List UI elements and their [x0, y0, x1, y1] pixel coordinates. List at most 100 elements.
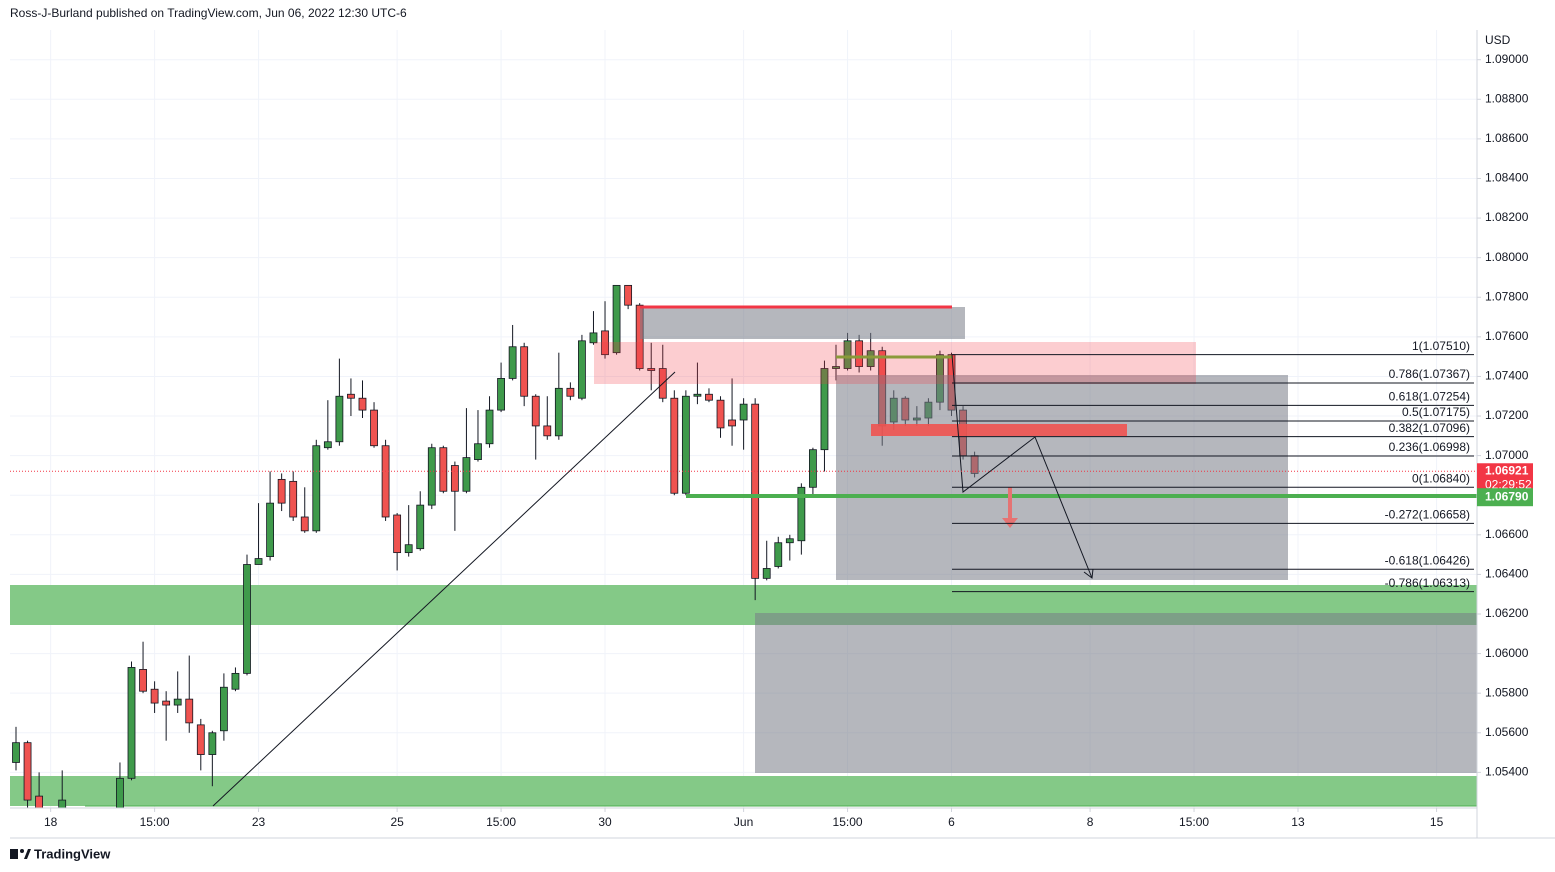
candle-body	[370, 409, 378, 447]
fib-label: -0.272(1.06658)	[1385, 507, 1470, 521]
fib-label: 0.382(1.07096)	[1389, 421, 1470, 435]
x-tick-label: 18	[44, 815, 58, 829]
candle-body	[393, 514, 402, 554]
x-tick-label: 25	[390, 815, 404, 829]
candle-body	[277, 478, 286, 504]
candle-body	[497, 378, 505, 411]
candle-body	[427, 447, 436, 506]
candle-body	[312, 445, 321, 532]
candle-body	[705, 393, 713, 401]
candle-body	[647, 368, 656, 371]
x-tick-label: Jun	[734, 815, 753, 829]
candle-body	[728, 419, 736, 427]
currency-label: USD	[1485, 33, 1511, 47]
candle-body	[832, 366, 840, 369]
candle-body	[358, 397, 367, 411]
candle-body	[162, 700, 171, 706]
candle-body	[520, 346, 529, 397]
candle-body	[739, 403, 748, 421]
candle-body	[578, 340, 586, 399]
y-tick-label: 1.07200	[1485, 408, 1529, 422]
candle-body	[381, 445, 390, 518]
price-tag-label: 1.06921	[1485, 463, 1529, 477]
candle-body	[139, 669, 147, 692]
candle-body	[554, 387, 563, 437]
y-tick-label: 1.06600	[1485, 527, 1529, 541]
fib-label: -0.786(1.06313)	[1385, 576, 1470, 590]
fib-label: 0(1.06840)	[1412, 471, 1470, 485]
candles	[12, 284, 979, 808]
candle-body	[785, 538, 794, 544]
candle-body	[173, 698, 182, 706]
y-tick-label: 1.08600	[1485, 131, 1529, 145]
candle-body	[474, 443, 482, 460]
overlays	[212, 305, 1477, 807]
candle-body	[150, 688, 159, 704]
projection-path	[951, 354, 1093, 579]
candle-body	[35, 795, 44, 808]
y-tick-label: 1.06000	[1485, 646, 1529, 660]
logo-part	[10, 849, 18, 859]
axes: 1.09000 1.08800 1.08600 1.08400 1.08200 1.080…	[44, 52, 1533, 829]
y-tick-label: 1.07000	[1485, 448, 1529, 462]
candle-body	[612, 284, 621, 354]
trend-line	[212, 371, 676, 807]
candle-body	[347, 393, 355, 399]
x-tick-label: 8	[1087, 815, 1094, 829]
candle-body	[58, 799, 67, 808]
resistance-zone	[594, 342, 1196, 384]
candle-body	[289, 480, 298, 518]
y-tick-label: 1.05600	[1485, 725, 1529, 739]
y-tick-label: 1.08400	[1485, 171, 1529, 185]
x-tick-label: 15:00	[833, 815, 863, 829]
x-tick-label: 15:00	[1179, 815, 1209, 829]
candle-body	[774, 542, 783, 567]
range-box	[640, 307, 965, 339]
candle-body	[196, 724, 205, 755]
candle-body	[843, 340, 852, 369]
candle-body	[266, 502, 274, 557]
logo-part	[24, 849, 31, 859]
candle-body	[254, 558, 263, 565]
x-tick-label: 13	[1291, 815, 1305, 829]
candle-body	[820, 368, 829, 451]
y-tick-label: 1.06200	[1485, 606, 1529, 620]
y-tick-label: 1.08200	[1485, 210, 1529, 224]
x-tick-label: 6	[948, 815, 955, 829]
fib-label: 0.618(1.07254)	[1389, 390, 1470, 404]
y-tick-label: 1.07600	[1485, 329, 1529, 343]
x-tick-label: 15:00	[140, 815, 170, 829]
candle-body	[531, 395, 540, 427]
y-tick-label: 1.06400	[1485, 567, 1529, 581]
candle-body	[855, 340, 864, 367]
candle-body	[323, 441, 332, 449]
projection-arrow	[1083, 568, 1094, 579]
candle-body	[866, 350, 875, 367]
y-tick-label: 1.09000	[1485, 52, 1529, 66]
candle-body	[624, 284, 633, 306]
price-tag-countdown: 02:29:52	[1485, 477, 1532, 491]
price-tag	[1477, 488, 1533, 507]
fib-label: 0.5(1.07175)	[1402, 405, 1470, 419]
candle-body	[127, 667, 136, 779]
candle-body	[809, 449, 817, 488]
candle-body	[751, 403, 760, 579]
support-zone	[10, 776, 1477, 806]
x-tick-label: 30	[598, 815, 612, 829]
header-title: Ross-J-Burland published on TradingView.…	[10, 6, 407, 20]
candle-body	[335, 395, 344, 443]
candle-body	[243, 564, 251, 674]
y-tick-label: 1.05400	[1485, 765, 1529, 779]
fib-levels: 1(1.07510)0.786(1.07367)0.618(1.07254)0.…	[10, 339, 1477, 593]
candle-body	[716, 399, 725, 429]
candle-body	[508, 346, 517, 379]
candle-body	[404, 544, 413, 554]
x-tick-label: 15:00	[486, 815, 516, 829]
y-tick-label: 1.07800	[1485, 289, 1529, 303]
fib-label: -0.618(1.06426)	[1385, 553, 1470, 567]
target-box	[755, 613, 1477, 773]
fib-label: 1(1.07510)	[1412, 339, 1470, 353]
candle-body	[797, 486, 806, 542]
